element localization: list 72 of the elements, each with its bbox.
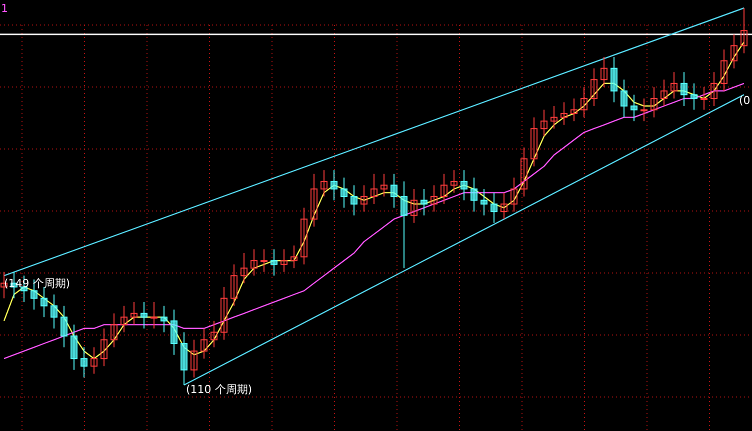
candlestick xyxy=(310,173,318,228)
candlestick xyxy=(670,72,678,99)
candlestick xyxy=(270,248,278,276)
candlestick xyxy=(520,146,528,197)
candlestick xyxy=(720,48,728,92)
annotation: (110 个周期) xyxy=(186,383,252,396)
candlestick xyxy=(440,173,448,205)
candlestick xyxy=(320,170,328,197)
candlestick xyxy=(680,72,688,107)
candlestick xyxy=(610,56,618,103)
candlestick xyxy=(560,102,568,126)
candlestick xyxy=(600,56,608,88)
candlestick xyxy=(280,248,288,272)
candlestick xyxy=(260,248,268,272)
candlestick xyxy=(220,286,228,340)
candlestick xyxy=(710,72,718,107)
candlestick xyxy=(490,192,498,224)
candlestick xyxy=(510,177,518,212)
candlestick xyxy=(630,94,638,122)
candlestick xyxy=(650,86,658,118)
candlestick xyxy=(460,170,468,201)
candlestick xyxy=(70,324,78,370)
candlestick xyxy=(700,86,708,110)
candlestick xyxy=(330,170,338,201)
candlestick xyxy=(210,320,218,348)
candlestick xyxy=(660,79,668,107)
candlestick xyxy=(140,302,148,329)
candlestick xyxy=(470,177,478,212)
candlestick xyxy=(290,245,298,269)
candlestick xyxy=(240,252,248,284)
candlestick xyxy=(90,346,98,374)
candlestick xyxy=(730,34,738,69)
candlestick xyxy=(130,302,138,326)
annotation: 1 xyxy=(1,2,8,15)
candlestick xyxy=(590,68,598,107)
candlestick xyxy=(580,86,588,118)
candlestick xyxy=(360,184,368,212)
candlestick xyxy=(570,98,578,122)
candlestick xyxy=(620,79,628,118)
candlestick xyxy=(400,180,408,269)
candlestick xyxy=(300,207,308,265)
candlestick xyxy=(50,294,58,329)
candlestick xyxy=(390,173,398,208)
candlestick xyxy=(160,305,168,333)
candlestick xyxy=(380,173,388,197)
candlestick xyxy=(110,312,118,348)
candlestick xyxy=(640,98,648,122)
candlestick xyxy=(420,188,428,216)
candlestick xyxy=(540,109,548,137)
candlestick xyxy=(100,328,108,367)
candlestick xyxy=(150,302,158,329)
candlestick xyxy=(60,305,68,348)
candlestick xyxy=(430,184,438,212)
candlestick xyxy=(530,116,538,167)
candlestick xyxy=(500,192,508,220)
candlestick xyxy=(190,339,198,378)
candlestick xyxy=(80,346,88,378)
candlestick xyxy=(120,305,128,333)
candlestick xyxy=(350,184,358,216)
annotation: (0 xyxy=(739,94,750,107)
candlestick xyxy=(170,309,178,356)
candlestick xyxy=(480,188,488,216)
candlestick xyxy=(200,328,208,360)
candlestick xyxy=(340,177,348,208)
candlestick xyxy=(370,173,378,205)
candlestick xyxy=(690,82,698,110)
candlestick xyxy=(250,248,258,276)
candlestick xyxy=(740,8,748,54)
candlestick xyxy=(230,264,238,306)
candlestick xyxy=(410,188,418,224)
candlestick xyxy=(550,106,558,130)
candlestick xyxy=(450,170,458,194)
